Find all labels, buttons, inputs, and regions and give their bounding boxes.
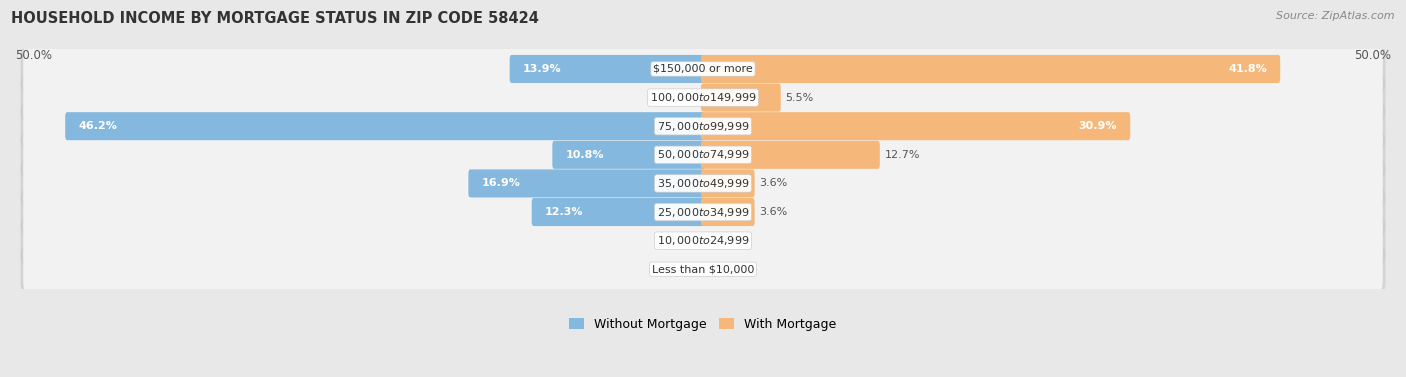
Text: $25,000 to $34,999: $25,000 to $34,999 [657, 205, 749, 219]
Legend: Without Mortgage, With Mortgage: Without Mortgage, With Mortgage [564, 313, 842, 336]
Text: $100,000 to $149,999: $100,000 to $149,999 [650, 91, 756, 104]
Text: Less than $10,000: Less than $10,000 [652, 264, 754, 274]
FancyBboxPatch shape [468, 169, 704, 198]
FancyBboxPatch shape [24, 46, 1382, 92]
Text: 0.0%: 0.0% [710, 236, 738, 246]
Text: 10.8%: 10.8% [565, 150, 605, 160]
FancyBboxPatch shape [702, 112, 1130, 140]
FancyBboxPatch shape [702, 198, 755, 226]
Text: 12.3%: 12.3% [544, 207, 583, 217]
FancyBboxPatch shape [702, 55, 1281, 83]
Text: 13.9%: 13.9% [523, 64, 561, 74]
FancyBboxPatch shape [21, 102, 1385, 150]
Text: 0.0%: 0.0% [668, 236, 696, 246]
FancyBboxPatch shape [21, 245, 1385, 293]
FancyBboxPatch shape [21, 217, 1385, 265]
Text: $50,000 to $74,999: $50,000 to $74,999 [657, 148, 749, 161]
Text: 5.5%: 5.5% [786, 93, 814, 103]
FancyBboxPatch shape [21, 45, 1385, 93]
FancyBboxPatch shape [21, 74, 1385, 122]
FancyBboxPatch shape [21, 188, 1385, 236]
Text: HOUSEHOLD INCOME BY MORTGAGE STATUS IN ZIP CODE 58424: HOUSEHOLD INCOME BY MORTGAGE STATUS IN Z… [11, 11, 538, 26]
FancyBboxPatch shape [702, 141, 880, 169]
Text: 50.0%: 50.0% [1354, 49, 1391, 62]
Text: 50.0%: 50.0% [15, 49, 52, 62]
Text: 46.2%: 46.2% [79, 121, 117, 131]
Text: $10,000 to $24,999: $10,000 to $24,999 [657, 234, 749, 247]
Text: 41.8%: 41.8% [1229, 64, 1267, 74]
FancyBboxPatch shape [24, 188, 1382, 236]
Text: 12.7%: 12.7% [884, 150, 920, 160]
FancyBboxPatch shape [24, 131, 1382, 178]
FancyBboxPatch shape [24, 160, 1382, 207]
FancyBboxPatch shape [65, 112, 704, 140]
FancyBboxPatch shape [509, 55, 704, 83]
Text: 16.9%: 16.9% [481, 178, 520, 188]
FancyBboxPatch shape [24, 103, 1382, 150]
Text: Source: ZipAtlas.com: Source: ZipAtlas.com [1277, 11, 1395, 21]
FancyBboxPatch shape [24, 74, 1382, 121]
FancyBboxPatch shape [702, 84, 780, 112]
Text: 0.0%: 0.0% [668, 93, 696, 103]
FancyBboxPatch shape [24, 246, 1382, 293]
Text: 0.0%: 0.0% [668, 264, 696, 274]
Text: $75,000 to $99,999: $75,000 to $99,999 [657, 120, 749, 133]
Text: 30.9%: 30.9% [1078, 121, 1118, 131]
FancyBboxPatch shape [531, 198, 704, 226]
Text: 3.6%: 3.6% [759, 207, 787, 217]
Text: $150,000 or more: $150,000 or more [654, 64, 752, 74]
Text: 0.0%: 0.0% [710, 264, 738, 274]
FancyBboxPatch shape [24, 217, 1382, 264]
Text: $35,000 to $49,999: $35,000 to $49,999 [657, 177, 749, 190]
FancyBboxPatch shape [21, 131, 1385, 179]
Text: 3.6%: 3.6% [759, 178, 787, 188]
FancyBboxPatch shape [702, 169, 755, 198]
FancyBboxPatch shape [21, 159, 1385, 207]
FancyBboxPatch shape [553, 141, 704, 169]
